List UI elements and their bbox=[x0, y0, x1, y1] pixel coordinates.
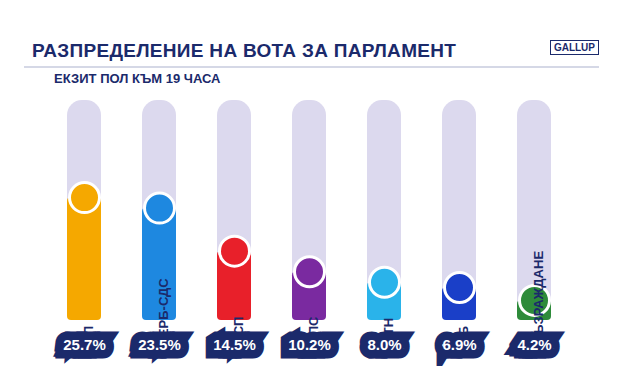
html-text:РАЗПРЕДЕЛЕНИЕ НА ВОТА ЗА ПАРЛА: РАЗПРЕДЕЛЕНИЕ НА ВОТА ЗА ПАРЛАМЕНТ bbox=[32, 40, 457, 61]
svg-text:БСП: БСП bbox=[230, 316, 246, 345]
svg-text:ГЕРБ-СДС: ГЕРБ-СДС bbox=[156, 278, 171, 345]
html-text:GALLUP: GALLUP bbox=[553, 42, 595, 53]
svg-text:14.5%: 14.5% bbox=[213, 336, 256, 353]
html-text:ЕКЗИТ ПОЛ КЪМ 19 ЧАСА: ЕКЗИТ ПОЛ КЪМ 19 ЧАСА bbox=[54, 71, 221, 86]
svg-text:ИТН: ИТН bbox=[380, 317, 396, 345]
svg-text:4.2%: 4.2% bbox=[517, 336, 551, 353]
svg-text:23.5%: 23.5% bbox=[138, 336, 181, 353]
svg-text:25.7%: 25.7% bbox=[63, 336, 106, 353]
svg-text:6.9%: 6.9% bbox=[442, 336, 476, 353]
svg-text:ДПС: ДПС bbox=[305, 316, 321, 345]
svg-text:10.2%: 10.2% bbox=[288, 336, 331, 353]
svg-text:8.0%: 8.0% bbox=[367, 336, 401, 353]
svg-text:ДБ: ДБ bbox=[455, 325, 471, 345]
svg-text:ПП: ПП bbox=[80, 325, 96, 345]
svg-text:ВЪЗРАЖДАНЕ: ВЪЗРАЖДАНЕ bbox=[531, 251, 546, 345]
